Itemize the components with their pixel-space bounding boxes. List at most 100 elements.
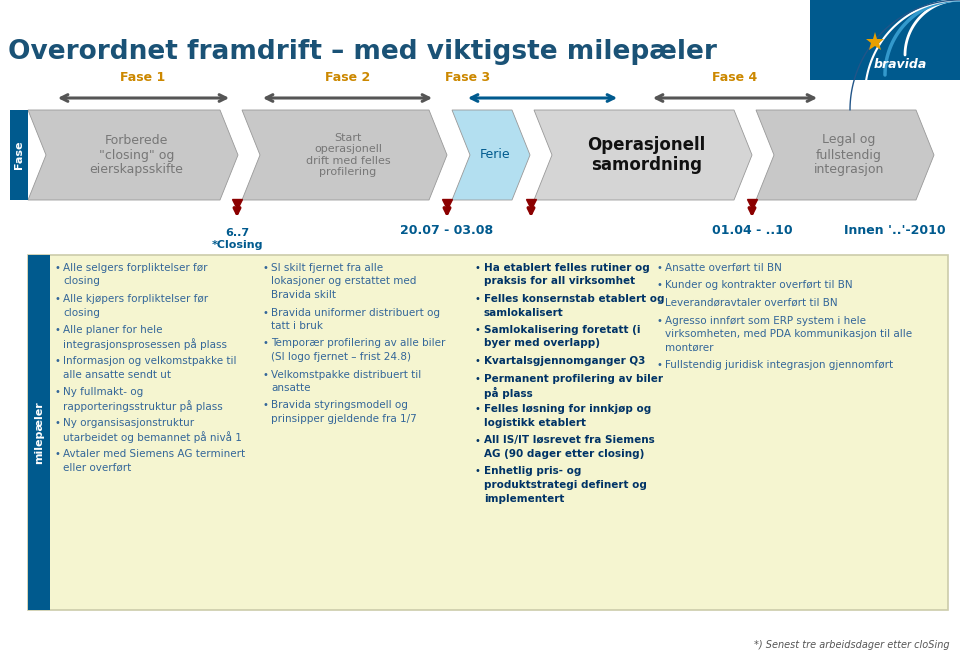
Text: •: • <box>475 263 481 273</box>
FancyBboxPatch shape <box>10 110 28 200</box>
Text: •: • <box>54 263 60 273</box>
Text: 6..7
*Closing: 6..7 *Closing <box>211 228 263 249</box>
Text: •: • <box>262 400 268 410</box>
Text: •: • <box>475 373 481 383</box>
Text: •: • <box>262 308 268 318</box>
Text: implementert: implementert <box>484 493 564 503</box>
Text: samlokalisert: samlokalisert <box>484 308 564 318</box>
Text: •: • <box>54 294 60 304</box>
Text: •: • <box>656 263 661 273</box>
Text: integrasjonsprosessen på plass: integrasjonsprosessen på plass <box>63 339 227 351</box>
Text: lokasjoner og erstattet med: lokasjoner og erstattet med <box>271 276 417 286</box>
Text: •: • <box>262 339 268 349</box>
Text: prinsipper gjeldende fra 1/7: prinsipper gjeldende fra 1/7 <box>271 414 417 424</box>
Text: byer med overlapp): byer med overlapp) <box>484 339 600 349</box>
Text: Fase 2: Fase 2 <box>325 71 371 84</box>
Text: closing: closing <box>63 276 100 286</box>
Text: •: • <box>656 316 661 326</box>
Text: Bravida styringsmodell og: Bravida styringsmodell og <box>271 400 408 410</box>
Text: •: • <box>262 263 268 273</box>
Text: Legal og
fullstendig
integrasjon: Legal og fullstendig integrasjon <box>813 133 884 176</box>
Text: •: • <box>54 387 60 397</box>
Text: Informasjon og velkomstpakke til: Informasjon og velkomstpakke til <box>63 356 236 366</box>
Text: Bravida uniformer distribuert og: Bravida uniformer distribuert og <box>271 308 440 318</box>
Text: •: • <box>54 449 60 459</box>
Text: tatt i bruk: tatt i bruk <box>271 321 323 331</box>
Text: Felles konsernstab etablert og: Felles konsernstab etablert og <box>484 294 664 304</box>
Text: logistikk etablert: logistikk etablert <box>484 418 586 428</box>
Text: Agresso innført som ERP system i hele: Agresso innført som ERP system i hele <box>665 316 866 326</box>
Text: på plass: på plass <box>484 387 533 399</box>
Text: montører: montører <box>665 343 713 353</box>
Text: •: • <box>475 467 481 477</box>
Text: •: • <box>656 280 661 290</box>
Text: Fase: Fase <box>14 141 24 169</box>
Text: (SI logo fjernet – frist 24.8): (SI logo fjernet – frist 24.8) <box>271 352 411 362</box>
Text: Ha etablert felles rutiner og: Ha etablert felles rutiner og <box>484 263 650 273</box>
Text: •: • <box>656 298 661 308</box>
Text: eller overført: eller overført <box>63 463 132 473</box>
Text: Avtaler med Siemens AG terminert: Avtaler med Siemens AG terminert <box>63 449 245 459</box>
Polygon shape <box>242 110 447 200</box>
Text: milepæler: milepæler <box>34 401 44 464</box>
Text: rapporteringsstruktur på plass: rapporteringsstruktur på plass <box>63 400 223 412</box>
Text: Ferie: Ferie <box>479 149 510 162</box>
Text: •: • <box>262 369 268 379</box>
Text: Temporær profilering av alle biler: Temporær profilering av alle biler <box>271 339 445 349</box>
Text: AG (90 dager etter closing): AG (90 dager etter closing) <box>484 449 644 459</box>
Text: Kunder og kontrakter overført til BN: Kunder og kontrakter overført til BN <box>665 280 852 290</box>
Text: Ny organsisasjonstruktur: Ny organsisasjonstruktur <box>63 418 194 428</box>
Text: Fullstendig juridisk integrasjon gjennomført: Fullstendig juridisk integrasjon gjennom… <box>665 360 893 370</box>
Text: Leverandøravtaler overført til BN: Leverandøravtaler overført til BN <box>665 298 838 308</box>
Text: alle ansatte sendt ut: alle ansatte sendt ut <box>63 369 171 379</box>
Text: Fase 4: Fase 4 <box>712 71 757 84</box>
Text: Innen '..'-2010: Innen '..'-2010 <box>844 224 946 237</box>
Text: ansatte: ansatte <box>271 383 310 393</box>
Text: virksomheten, med PDA kommunikasjon til alle: virksomheten, med PDA kommunikasjon til … <box>665 329 912 339</box>
Text: Ny fullmakt- og: Ny fullmakt- og <box>63 387 143 397</box>
Text: Kvartalsgjennomganger Q3: Kvartalsgjennomganger Q3 <box>484 356 645 366</box>
Text: praksis for all virksomhet: praksis for all virksomhet <box>484 276 636 286</box>
Polygon shape <box>534 110 752 200</box>
Text: Alle kjøpers forpliktelser før: Alle kjøpers forpliktelser før <box>63 294 208 304</box>
Polygon shape <box>756 110 934 200</box>
Text: Ansatte overført til BN: Ansatte overført til BN <box>665 263 781 273</box>
Text: Permanent profilering av biler: Permanent profilering av biler <box>484 373 663 383</box>
Text: Samlokalisering foretatt (i: Samlokalisering foretatt (i <box>484 325 640 335</box>
Text: Bravida skilt: Bravida skilt <box>271 290 336 300</box>
Text: •: • <box>54 418 60 428</box>
FancyBboxPatch shape <box>810 0 960 80</box>
Text: •: • <box>656 360 661 370</box>
Polygon shape <box>28 110 238 200</box>
Text: Alle planer for hele: Alle planer for hele <box>63 325 162 335</box>
Text: Fase 1: Fase 1 <box>120 71 166 84</box>
Text: 20.07 - 03.08: 20.07 - 03.08 <box>400 224 493 237</box>
Text: 01.04 - ..10: 01.04 - ..10 <box>711 224 792 237</box>
Text: SI skilt fjernet fra alle: SI skilt fjernet fra alle <box>271 263 383 273</box>
Text: Operasjonell
samordning: Operasjonell samordning <box>588 136 706 174</box>
Text: •: • <box>475 294 481 304</box>
Text: produktstrategi definert og: produktstrategi definert og <box>484 480 647 490</box>
Text: Start
operasjonell
drift med felles
profilering: Start operasjonell drift med felles prof… <box>306 133 391 178</box>
FancyBboxPatch shape <box>28 255 948 610</box>
Text: •: • <box>54 356 60 366</box>
Text: Felles løsning for innkjøp og: Felles løsning for innkjøp og <box>484 404 651 414</box>
Text: •: • <box>475 325 481 335</box>
Polygon shape <box>452 110 530 200</box>
Text: Overordnet framdrift – med viktigste milepæler: Overordnet framdrift – med viktigste mil… <box>8 39 717 65</box>
Text: Fase 3: Fase 3 <box>445 71 491 84</box>
Text: •: • <box>54 325 60 335</box>
Text: closing: closing <box>63 308 100 318</box>
Text: All IS/IT løsrevet fra Siemens: All IS/IT løsrevet fra Siemens <box>484 436 655 446</box>
Text: Alle selgers forpliktelser før: Alle selgers forpliktelser før <box>63 263 207 273</box>
Text: *) Senest tre arbeidsdager etter cloSing: *) Senest tre arbeidsdager etter cloSing <box>755 640 950 650</box>
Text: bravida: bravida <box>874 58 926 71</box>
Text: •: • <box>475 436 481 446</box>
FancyBboxPatch shape <box>28 255 50 610</box>
Text: utarbeidet og bemannet på nivå 1: utarbeidet og bemannet på nivå 1 <box>63 432 242 444</box>
Text: Velkomstpakke distribuert til: Velkomstpakke distribuert til <box>271 369 421 379</box>
Text: •: • <box>475 404 481 414</box>
Text: Forberede
"closing" og
eierskapsskifte: Forberede "closing" og eierskapsskifte <box>89 133 183 176</box>
Text: Enhetlig pris- og: Enhetlig pris- og <box>484 467 582 477</box>
Text: •: • <box>475 356 481 366</box>
